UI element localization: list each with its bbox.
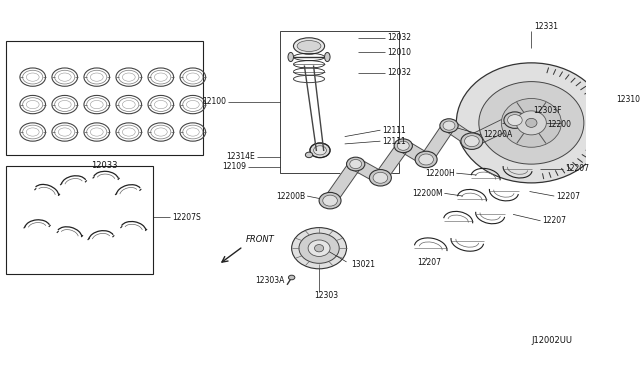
Text: 12303: 12303: [314, 291, 339, 300]
Bar: [6, 41, 203, 155]
Ellipse shape: [349, 160, 362, 169]
Text: 12207: 12207: [556, 192, 580, 201]
Text: 12303F: 12303F: [533, 106, 562, 115]
Ellipse shape: [319, 192, 341, 209]
Ellipse shape: [525, 118, 537, 127]
Ellipse shape: [297, 41, 321, 51]
Text: 12010: 12010: [387, 48, 411, 57]
Ellipse shape: [465, 136, 479, 147]
Polygon shape: [400, 140, 429, 165]
Text: 12109: 12109: [222, 162, 246, 171]
Text: 12314E: 12314E: [227, 152, 255, 161]
Text: 12111: 12111: [382, 137, 406, 146]
Ellipse shape: [504, 112, 526, 128]
Text: 12200H: 12200H: [425, 169, 454, 178]
Ellipse shape: [501, 99, 561, 147]
Ellipse shape: [461, 133, 483, 150]
Text: 12331: 12331: [534, 22, 558, 31]
Polygon shape: [445, 120, 476, 147]
Ellipse shape: [299, 233, 339, 263]
Ellipse shape: [323, 195, 337, 206]
Ellipse shape: [440, 119, 458, 132]
Ellipse shape: [456, 63, 606, 183]
Text: 12310A: 12310A: [616, 96, 640, 105]
Ellipse shape: [419, 154, 433, 165]
Text: 12207: 12207: [417, 258, 441, 267]
Text: 12200B: 12200B: [276, 192, 305, 201]
Ellipse shape: [605, 102, 612, 107]
Polygon shape: [421, 122, 454, 163]
Text: 12032: 12032: [387, 33, 411, 42]
Ellipse shape: [314, 146, 326, 155]
Polygon shape: [469, 114, 518, 147]
Text: J12002UU: J12002UU: [532, 336, 573, 345]
Ellipse shape: [479, 81, 584, 164]
Text: 12207S: 12207S: [172, 213, 200, 222]
Ellipse shape: [308, 240, 330, 256]
Text: 12033: 12033: [91, 161, 117, 170]
Ellipse shape: [310, 143, 330, 158]
Ellipse shape: [305, 152, 313, 158]
Ellipse shape: [394, 139, 412, 153]
Ellipse shape: [369, 170, 392, 186]
Text: 12200M: 12200M: [412, 189, 443, 198]
Polygon shape: [375, 142, 408, 182]
Polygon shape: [325, 160, 361, 204]
Bar: [280, 31, 399, 173]
Text: 12100: 12100: [202, 97, 226, 106]
Text: 12207: 12207: [565, 164, 589, 173]
Ellipse shape: [292, 228, 346, 269]
Text: 12200A: 12200A: [483, 130, 512, 139]
Text: FRONT: FRONT: [246, 235, 275, 244]
Ellipse shape: [324, 52, 330, 62]
Text: 12303A: 12303A: [255, 276, 284, 285]
Ellipse shape: [508, 115, 522, 126]
Ellipse shape: [294, 38, 324, 54]
Ellipse shape: [415, 151, 437, 168]
Text: 13021: 13021: [351, 260, 375, 269]
Ellipse shape: [443, 121, 455, 130]
Text: 12032: 12032: [387, 68, 411, 77]
Text: 12200: 12200: [547, 120, 571, 129]
Polygon shape: [353, 158, 383, 183]
Ellipse shape: [346, 157, 365, 171]
Ellipse shape: [289, 275, 295, 280]
Ellipse shape: [314, 244, 324, 252]
Ellipse shape: [397, 141, 409, 150]
Ellipse shape: [288, 52, 294, 62]
Text: 12207: 12207: [542, 216, 566, 225]
Ellipse shape: [373, 172, 388, 183]
Ellipse shape: [516, 111, 547, 135]
Text: 12111: 12111: [382, 126, 406, 135]
Bar: [6, 166, 152, 274]
